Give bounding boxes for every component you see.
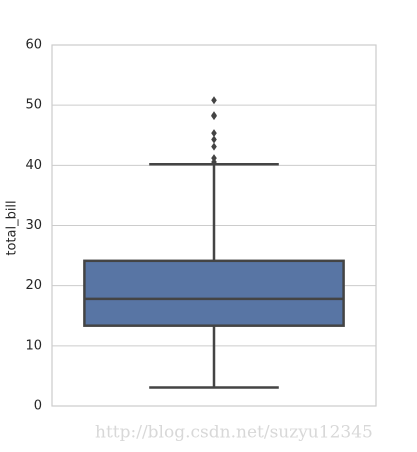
- outlier: [211, 154, 217, 163]
- watermark: http://blog.csdn.net/suzyu12345: [95, 423, 373, 443]
- outlier: [211, 142, 217, 151]
- y-tick-label: 50: [25, 98, 42, 113]
- y-axis-label: total_bill: [5, 200, 20, 255]
- outlier: [211, 111, 217, 120]
- outlier: [211, 96, 217, 105]
- y-tick-label: 40: [25, 158, 42, 173]
- outlier: [211, 135, 217, 144]
- y-tick-label: 60: [25, 38, 42, 53]
- plot-frame: [51, 44, 377, 407]
- y-tick-label: 30: [25, 218, 42, 233]
- y-tick-label: 20: [25, 278, 42, 293]
- y-tick-label: 10: [25, 338, 42, 353]
- box: [83, 259, 345, 327]
- y-tick-label: 0: [34, 399, 42, 414]
- outlier: [211, 129, 217, 138]
